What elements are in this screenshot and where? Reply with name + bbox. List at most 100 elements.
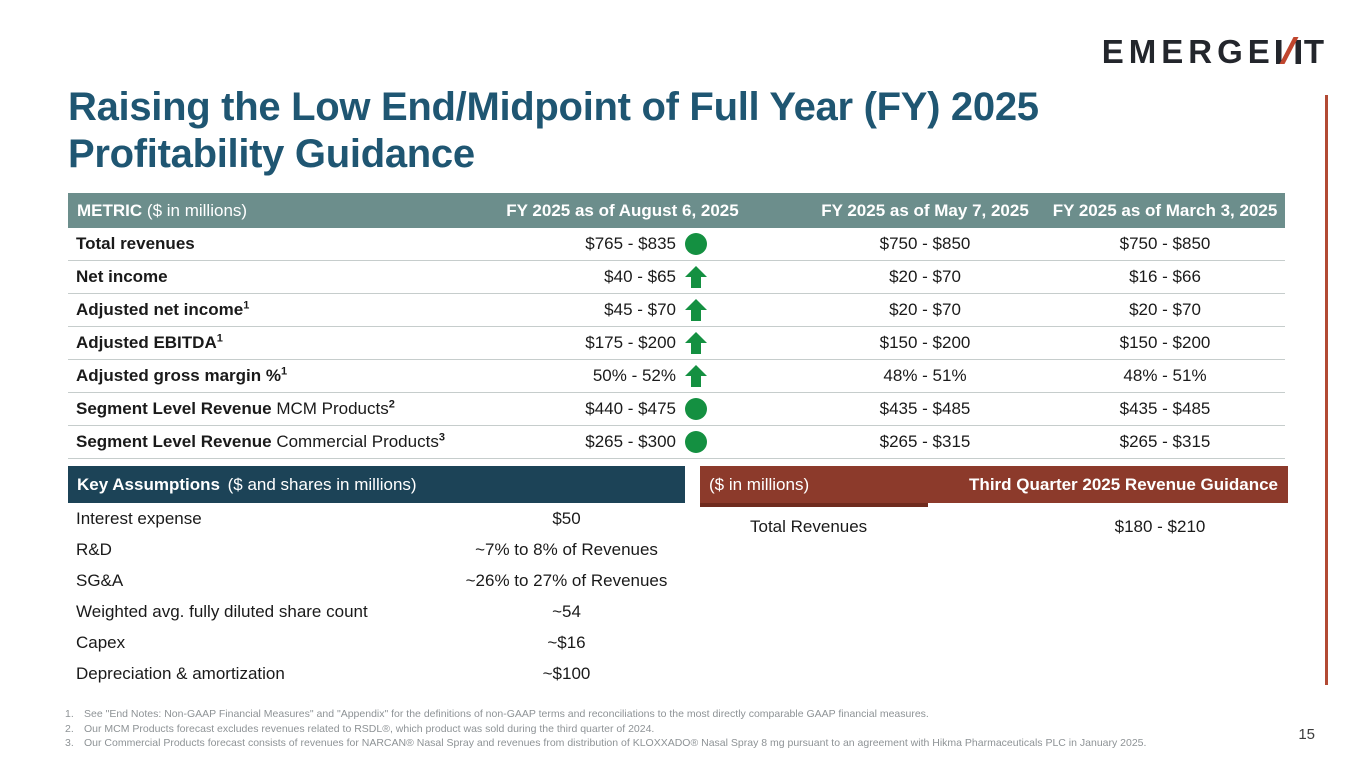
page-number: 15 — [1298, 726, 1315, 743]
assumption-row-sga: SG&A ~26% to 27% of Revenues — [68, 565, 685, 596]
assumption-label: Depreciation & amortization — [76, 663, 285, 683]
footnote-ref: 1 — [243, 299, 250, 312]
header-col-may: FY 2025 as of May 7, 2025 — [821, 200, 1029, 220]
assumption-label: Weighted avg. fully diluted share count — [76, 601, 368, 621]
trend-indicator-icon — [685, 299, 707, 321]
metric-name: Segment Level Revenue — [76, 399, 272, 418]
table-row-adjusted-ebitda: Adjusted EBITDA1 $175 - $200 $150 - $200… — [68, 327, 1285, 360]
q3-row-total-revenues: Total Revenues $180 - $210 — [700, 517, 1288, 537]
q3-header-title: Third Quarter 2025 Revenue Guidance — [969, 474, 1278, 494]
footnote-1: 1. See "End Notes: Non-GAAP Financial Me… — [65, 707, 1265, 722]
q3-header-underline — [700, 503, 928, 507]
trend-indicator-icon — [685, 266, 707, 288]
key-assumptions-note: ($ and shares in millions) — [227, 474, 417, 494]
assumption-row-interest-expense: Interest expense $50 — [68, 503, 685, 534]
header-metric-note: ($ in millions) — [146, 200, 248, 220]
assumption-value: $50 — [552, 508, 581, 528]
logo-n-glyph — [1275, 37, 1301, 64]
assumption-value: ~26% to 27% of Revenues — [465, 570, 668, 590]
current-guidance-value: $765 - $835 — [585, 234, 676, 253]
assumption-row-capex: Capex ~$16 — [68, 627, 685, 658]
emergent-logo: EMERGE T — [1102, 33, 1329, 71]
key-assumptions-header: Key Assumptions ($ and shares in million… — [68, 466, 685, 503]
march-guidance-value: $16 - $66 — [1129, 267, 1201, 286]
logo-text-left: EMERGE — [1101, 33, 1275, 70]
assumption-label: Interest expense — [76, 508, 202, 528]
fy2025-guidance-table: METRIC ($ in millions) FY 2025 as of Augu… — [68, 193, 1285, 459]
may-guidance-value: $20 - $70 — [889, 267, 961, 286]
march-guidance-value: $150 - $200 — [1119, 333, 1211, 352]
footnote-number: 1. — [65, 708, 74, 720]
metric-name: Net income — [76, 267, 168, 286]
metric-name: Adjusted gross margin % — [76, 366, 281, 385]
march-guidance-value: $435 - $485 — [1119, 399, 1211, 418]
assumption-value: ~$16 — [547, 632, 586, 652]
header-col-march: FY 2025 as of March 3, 2025 — [1052, 200, 1278, 220]
assumption-value: ~7% to 8% of Revenues — [475, 539, 658, 559]
trend-indicator-icon — [685, 431, 707, 453]
march-guidance-value: $265 - $315 — [1119, 432, 1211, 451]
title-line-2: Profitability Guidance — [68, 132, 475, 176]
current-guidance-value: $175 - $200 — [585, 333, 676, 352]
trend-indicator-icon — [685, 233, 707, 255]
table-row-adjusted-net-income: Adjusted net income1 $45 - $70 $20 - $70… — [68, 294, 1285, 327]
may-guidance-value: 48% - 51% — [883, 366, 967, 385]
current-guidance-value: $45 - $70 — [604, 300, 676, 319]
may-guidance-value: $150 - $200 — [879, 333, 971, 352]
may-guidance-value: $265 - $315 — [879, 432, 971, 451]
footnote-number: 3. — [65, 737, 74, 749]
q3-guidance-header: ($ in millions) Third Quarter 2025 Reven… — [700, 466, 1288, 503]
header-col-august: FY 2025 as of August 6, 2025 — [506, 200, 739, 220]
q3-header-note: ($ in millions) — [709, 474, 810, 494]
footnote-text: Our MCM Products forecast excludes reven… — [84, 722, 655, 735]
metric-name: Adjusted net income — [76, 300, 244, 319]
assumption-row-share-count: Weighted avg. fully diluted share count … — [68, 596, 685, 627]
may-guidance-value: $20 - $70 — [889, 300, 961, 319]
q3-revenue-guidance-table: ($ in millions) Third Quarter 2025 Reven… — [700, 466, 1288, 537]
metric-suffix: MCM Products — [276, 399, 389, 418]
table-row-total-revenues: Total revenues $765 - $835 $750 - $850 $… — [68, 228, 1285, 261]
logo-text-right: T — [1303, 33, 1329, 70]
title-line-1: Raising the Low End/Midpoint of Full Yea… — [68, 85, 1039, 129]
q3-row-value: $180 - $210 — [1114, 517, 1206, 536]
table-row-net-income: Net income $40 - $65 $20 - $70 $16 - $66 — [68, 261, 1285, 294]
footnote-ref: 2 — [388, 398, 395, 411]
march-guidance-value: 48% - 51% — [1123, 366, 1207, 385]
current-guidance-value: $40 - $65 — [604, 267, 676, 286]
footnote-text: Our Commercial Products forecast consist… — [84, 737, 1147, 749]
march-guidance-value: $750 - $850 — [1119, 234, 1211, 253]
footnote-ref: 1 — [216, 332, 223, 345]
footnote-text: See "End Notes: Non-GAAP Financial Measu… — [84, 708, 929, 720]
footnote-3: 3. Our Commercial Products forecast cons… — [65, 736, 1265, 751]
assumption-label: R&D — [76, 539, 112, 559]
metric-name: Adjusted EBITDA — [76, 333, 217, 352]
assumption-row-rd: R&D ~7% to 8% of Revenues — [68, 534, 685, 565]
page-title: Raising the Low End/Midpoint of Full Yea… — [68, 84, 1039, 178]
footnote-2: 2. Our MCM Products forecast excludes re… — [65, 722, 1265, 737]
header-metric-label: METRIC — [77, 200, 143, 220]
guidance-table-header: METRIC ($ in millions) FY 2025 as of Augu… — [68, 193, 1285, 228]
assumption-label: SG&A — [76, 570, 124, 590]
footnote-ref: 3 — [438, 431, 445, 444]
trend-indicator-icon — [685, 398, 707, 420]
current-guidance-value: $440 - $475 — [585, 399, 676, 418]
accent-vertical-line — [1325, 95, 1328, 685]
header-metric: METRIC ($ in millions) — [68, 201, 440, 221]
footnote-ref: 1 — [280, 365, 288, 378]
footnote-number: 2. — [65, 722, 74, 735]
trend-indicator-icon — [685, 332, 707, 354]
key-assumptions-title: Key Assumptions — [77, 474, 220, 494]
assumption-row-depreciation: Depreciation & amortization ~$100 — [68, 658, 685, 689]
table-row-segment-mcm: Segment Level Revenue MCM Products2 $440 … — [68, 393, 1285, 426]
key-assumptions-table: Key Assumptions ($ and shares in million… — [68, 466, 685, 689]
may-guidance-value: $750 - $850 — [879, 234, 971, 253]
metric-suffix: Commercial Products — [276, 432, 439, 451]
assumption-label: Capex — [76, 632, 126, 652]
assumption-value: ~54 — [552, 601, 581, 621]
q3-row-label: Total Revenues — [750, 517, 868, 536]
table-row-adjusted-gross-margin: Adjusted gross margin %1 50% - 52% 48% -… — [68, 360, 1285, 393]
footnotes: 1. See "End Notes: Non-GAAP Financial Me… — [65, 707, 1265, 751]
assumption-value: ~$100 — [542, 663, 591, 683]
metric-name: Total revenues — [76, 234, 195, 253]
